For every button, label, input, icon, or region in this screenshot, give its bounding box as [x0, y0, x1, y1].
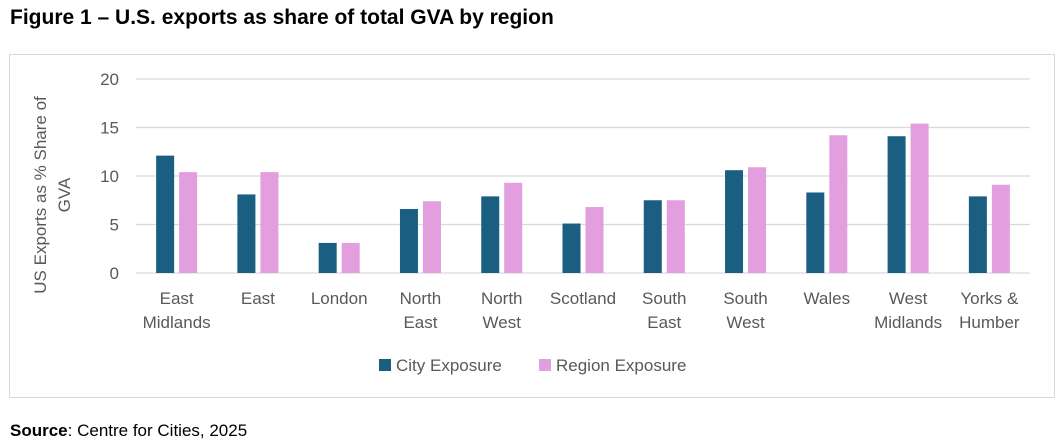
bar-region-exposure-0 [179, 172, 198, 273]
bar-city-exposure-7 [725, 170, 744, 273]
bar-city-exposure-6 [643, 200, 662, 273]
bar-city-exposure-8 [806, 192, 825, 273]
bar-city-exposure-5 [562, 223, 581, 273]
legend-item-city-exposure: City Exposure [379, 356, 502, 375]
y-axis-ticks: 0 5 10 15 20 [100, 70, 119, 283]
gridlines [136, 78, 1030, 274]
bar-city-exposure-3 [399, 208, 418, 273]
bar-region-exposure-1 [260, 172, 279, 273]
bar-city-exposure-0 [156, 155, 175, 273]
bar-region-exposure-7 [748, 167, 767, 273]
x-category-label: West Midlands [874, 289, 942, 332]
y-tick-label: 15 [100, 119, 119, 138]
bar-city-exposure-4 [481, 196, 500, 273]
legend-label: Region Exposure [556, 356, 686, 375]
x-category-label: South East [642, 289, 686, 332]
source-note: Source: Centre for Cities, 2025 [10, 421, 247, 441]
y-tick-label: 10 [100, 167, 119, 186]
source-text: : Centre for Cities, 2025 [67, 421, 248, 440]
x-category-label: East [241, 289, 275, 308]
bar-city-exposure-2 [318, 242, 337, 273]
bar-city-exposure-1 [237, 194, 256, 273]
bar-region-exposure-4 [504, 182, 523, 273]
bar-chart: 0 5 10 15 20 East Midlands East London North East… [31, 70, 1030, 375]
bar-region-exposure-6 [666, 200, 685, 273]
x-axis-labels: East Midlands East London North East North West… [143, 289, 1020, 332]
x-category-label: South West [723, 289, 767, 332]
source-label: Source [10, 421, 68, 440]
x-category-label: Wales [804, 289, 851, 308]
bar-region-exposure-3 [422, 201, 441, 273]
x-category-label: North West [481, 289, 523, 332]
legend-swatch [539, 359, 551, 371]
bar-city-exposure-10 [968, 196, 987, 273]
legend-swatch [379, 359, 391, 371]
y-tick-label: 0 [110, 264, 119, 283]
chart-frame: 0 5 10 15 20 East Midlands East London North East… [9, 54, 1055, 398]
y-axis-label: US Exports as % Share of GVA [31, 96, 74, 294]
bar-region-exposure-8 [829, 135, 848, 273]
legend-item-region-exposure: Region Exposure [539, 356, 686, 375]
bar-city-exposure-9 [887, 136, 906, 273]
y-tick-label: 5 [110, 216, 119, 235]
figure-title: Figure 1 – U.S. exports as share of tota… [10, 6, 554, 29]
bar-region-exposure-5 [585, 207, 604, 273]
x-category-label: London [311, 289, 368, 308]
x-category-label: Yorks & Humber [959, 289, 1020, 332]
bar-region-exposure-9 [910, 123, 929, 274]
legend: City Exposure Region Exposure [379, 356, 686, 375]
bars [156, 123, 1010, 274]
x-category-label: East Midlands [143, 289, 211, 332]
bar-region-exposure-10 [991, 184, 1010, 273]
y-tick-label: 20 [100, 70, 119, 89]
x-category-label: Scotland [550, 289, 616, 308]
bar-region-exposure-2 [341, 242, 360, 273]
legend-label: City Exposure [396, 356, 502, 375]
x-category-label: North East [400, 289, 442, 332]
